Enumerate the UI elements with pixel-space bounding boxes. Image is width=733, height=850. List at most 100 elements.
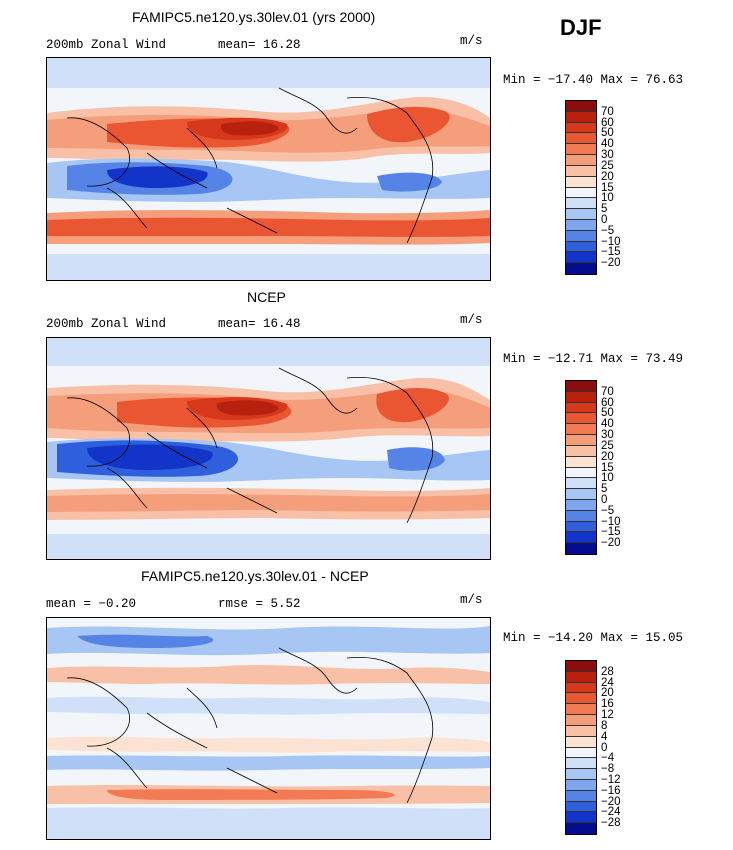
colorbar-label: −20 bbox=[601, 795, 621, 808]
panel-2-mean: mean= 16.48 bbox=[218, 317, 301, 331]
colorbar-swatch bbox=[566, 187, 596, 199]
colorbar-swatch bbox=[566, 769, 596, 780]
colorbar-swatch bbox=[566, 176, 596, 188]
colorbar-swatch bbox=[566, 219, 596, 231]
colorbar-swatch bbox=[566, 801, 596, 813]
panel-3-units: m/s bbox=[460, 593, 483, 607]
colorbar-label: −10 bbox=[601, 235, 621, 248]
colorbar-swatch bbox=[566, 747, 596, 759]
colorbar-swatch bbox=[566, 402, 596, 414]
colorbar-swatch bbox=[566, 704, 596, 716]
panel-3-minmax: Min = −14.20 Max = 15.05 bbox=[503, 631, 684, 645]
colorbar-label: 25 bbox=[601, 159, 614, 172]
panel-1-map bbox=[46, 57, 491, 281]
colorbar-swatch bbox=[566, 435, 596, 446]
panel-3-colorbar bbox=[565, 660, 597, 835]
colorbar-label: 50 bbox=[601, 407, 614, 420]
colorbar-swatch bbox=[566, 489, 596, 500]
colorbar-label: 24 bbox=[601, 676, 614, 689]
colorbar-swatch bbox=[566, 736, 596, 748]
panel-1-units: m/s bbox=[460, 34, 483, 48]
colorbar-label: 70 bbox=[601, 105, 614, 118]
colorbar-swatch bbox=[566, 456, 596, 468]
colorbar-label: −12 bbox=[601, 773, 621, 786]
colorbar-swatch bbox=[566, 391, 596, 403]
colorbar-swatch bbox=[566, 661, 596, 672]
colorbar-swatch bbox=[566, 812, 596, 824]
colorbar-swatch bbox=[566, 241, 596, 253]
colorbar-swatch bbox=[566, 671, 596, 683]
panel-2-left-label: 200mb Zonal Wind bbox=[46, 317, 167, 331]
colorbar-swatch bbox=[566, 111, 596, 123]
colorbar-swatch bbox=[566, 445, 596, 457]
colorbar-swatch bbox=[566, 133, 596, 145]
colorbar-label: −5 bbox=[601, 224, 615, 237]
colorbar-swatch bbox=[566, 532, 596, 544]
colorbar-swatch bbox=[566, 424, 596, 436]
colorbar-swatch bbox=[566, 230, 596, 242]
colorbar-swatch bbox=[566, 209, 596, 220]
colorbar-swatch bbox=[566, 758, 596, 770]
panel-1-mean: mean= 16.28 bbox=[218, 38, 301, 52]
colorbar-label: −20 bbox=[601, 257, 621, 270]
colorbar-label: 5 bbox=[601, 203, 608, 216]
colorbar-label: 15 bbox=[601, 181, 614, 194]
panel-1-title: FAMIPC5.ne120.ys.30lev.01 (yrs 2000) bbox=[132, 9, 376, 25]
colorbar-swatch bbox=[566, 155, 596, 166]
colorbar-label: 0 bbox=[601, 213, 608, 226]
colorbar-swatch bbox=[566, 779, 596, 791]
panel-1-minmax: Min = −17.40 Max = 76.63 bbox=[503, 73, 684, 87]
colorbar-label: 28 bbox=[601, 665, 614, 678]
colorbar-label: −24 bbox=[601, 806, 621, 819]
colorbar-label: 4 bbox=[601, 730, 608, 743]
panel-3-title: FAMIPC5.ne120.ys.30lev.01 - NCEP bbox=[141, 568, 369, 584]
colorbar-swatch bbox=[566, 725, 596, 737]
colorbar-swatch bbox=[566, 478, 596, 490]
colorbar-label: −4 bbox=[601, 752, 615, 765]
panel-1-colorbar bbox=[565, 100, 597, 275]
panel-2-colorbar bbox=[565, 380, 597, 555]
colorbar-label: 40 bbox=[601, 138, 614, 151]
colorbar-label: 20 bbox=[601, 450, 614, 463]
colorbar-label: −15 bbox=[601, 246, 621, 259]
colorbar-swatch bbox=[566, 823, 596, 834]
colorbar-label: 16 bbox=[601, 698, 614, 711]
season-label: DJF bbox=[560, 15, 602, 40]
colorbar-label: −20 bbox=[601, 537, 621, 550]
colorbar-swatch bbox=[566, 144, 596, 156]
colorbar-swatch bbox=[566, 715, 596, 726]
colorbar-swatch bbox=[566, 543, 596, 554]
colorbar-label: 70 bbox=[601, 385, 614, 398]
colorbar-swatch bbox=[566, 198, 596, 210]
colorbar-label: 12 bbox=[601, 709, 614, 722]
colorbar-label: 0 bbox=[601, 493, 608, 506]
colorbar-label: 20 bbox=[601, 170, 614, 183]
colorbar-label: −16 bbox=[601, 784, 621, 797]
colorbar-label: −15 bbox=[601, 526, 621, 539]
colorbar-label: 15 bbox=[601, 461, 614, 474]
panel-2-minmax: Min = −12.71 Max = 73.49 bbox=[503, 352, 684, 366]
colorbar-label: 20 bbox=[601, 687, 614, 700]
colorbar-label: 5 bbox=[601, 483, 608, 496]
colorbar-label: 10 bbox=[601, 192, 614, 205]
colorbar-label: 30 bbox=[601, 149, 614, 162]
panel-3-rmse: rmse = 5.52 bbox=[218, 597, 301, 611]
colorbar-swatch bbox=[566, 521, 596, 533]
panel-1-left-label: 200mb Zonal Wind bbox=[46, 38, 167, 52]
colorbar-swatch bbox=[566, 381, 596, 392]
colorbar-swatch bbox=[566, 413, 596, 425]
colorbar-swatch bbox=[566, 165, 596, 177]
colorbar-swatch bbox=[566, 252, 596, 264]
colorbar-swatch bbox=[566, 101, 596, 112]
panel-3-mean: mean = −0.20 bbox=[46, 597, 137, 611]
panel-2-map bbox=[46, 337, 491, 560]
colorbar-label: 60 bbox=[601, 116, 614, 129]
colorbar-label: 25 bbox=[601, 439, 614, 452]
colorbar-label: 10 bbox=[601, 472, 614, 485]
colorbar-label: 40 bbox=[601, 418, 614, 431]
colorbar-label: 50 bbox=[601, 127, 614, 140]
colorbar-swatch bbox=[566, 682, 596, 694]
colorbar-label: 30 bbox=[601, 429, 614, 442]
colorbar-swatch bbox=[566, 122, 596, 134]
panel-2-title: NCEP bbox=[247, 289, 286, 305]
